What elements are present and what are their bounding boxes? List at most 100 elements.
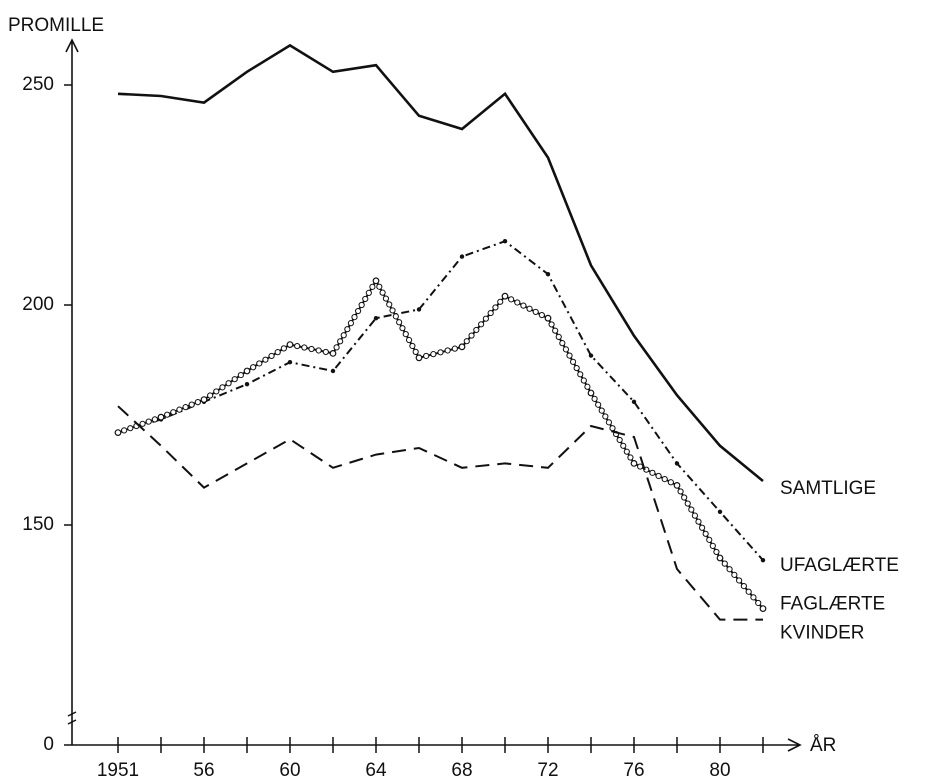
circle-pattern [616, 436, 623, 444]
circle-pattern [520, 302, 527, 309]
circle-pattern [121, 427, 128, 434]
circle-pattern [655, 472, 662, 480]
circle-pattern [322, 348, 329, 356]
point [673, 482, 681, 489]
circle-pattern [392, 313, 399, 320]
circle-pattern [532, 308, 539, 316]
circle-pattern [194, 399, 201, 406]
circle-pattern [430, 351, 437, 358]
y-tick-label: 250 [22, 74, 54, 95]
circle-pattern [709, 542, 716, 550]
circle-pattern [721, 560, 728, 567]
circle-pattern [405, 336, 413, 344]
series-label: KVINDER [780, 623, 864, 644]
circle-pattern [591, 395, 598, 402]
circle-pattern [677, 488, 684, 495]
circle-pattern [280, 345, 287, 352]
x-tick-label: 76 [623, 760, 644, 781]
circle-pattern [580, 377, 587, 384]
circle-pattern [127, 425, 134, 432]
point [759, 605, 767, 612]
circle-pattern [379, 289, 386, 296]
circle-pattern [358, 301, 365, 309]
point [544, 314, 552, 322]
circle-pattern [268, 352, 275, 360]
circle-pattern [340, 332, 347, 339]
circle-pattern [399, 325, 406, 332]
series-line [117, 278, 764, 610]
circle-pattern [145, 418, 152, 425]
y-tick-label: 0 [43, 734, 54, 755]
circle-pattern [637, 463, 644, 470]
circle-pattern [337, 338, 344, 345]
circle-pattern [369, 283, 376, 290]
circle-pattern [602, 413, 609, 420]
circle-pattern [562, 346, 570, 353]
circle-pattern [347, 320, 355, 327]
circle-pattern [623, 448, 630, 455]
x-axis [72, 738, 802, 752]
point [459, 254, 465, 259]
point [329, 350, 337, 357]
x-tick-label: 68 [451, 760, 472, 781]
circle-pattern [333, 344, 340, 351]
circle-pattern [301, 344, 308, 351]
x-tick-label: 60 [279, 760, 300, 781]
circle-pattern [706, 536, 713, 543]
point [760, 558, 766, 563]
circle-pattern [577, 371, 584, 378]
point [717, 509, 723, 514]
circle-pattern [487, 309, 494, 317]
point [200, 396, 208, 404]
x-tick-label: 80 [709, 760, 730, 781]
point [545, 272, 551, 277]
circle-pattern [256, 360, 263, 367]
x-axis-label: ÅR [810, 735, 836, 756]
circle-pattern [609, 425, 616, 432]
circle-pattern [176, 406, 183, 413]
circle-pattern [468, 332, 475, 339]
circle-pattern [437, 349, 444, 356]
circle-pattern [620, 442, 627, 449]
x-tick-label: 56 [193, 760, 214, 781]
circle-pattern [736, 577, 743, 584]
circle-pattern [552, 327, 559, 334]
circle-pattern [559, 340, 566, 347]
y-tick-label: 150 [22, 514, 54, 535]
circle-pattern [382, 295, 390, 302]
circle-pattern [139, 420, 146, 427]
series-line [117, 43, 764, 483]
circle-pattern [595, 401, 602, 408]
circle-pattern [627, 454, 634, 461]
circle-pattern [362, 295, 369, 303]
circle-pattern [555, 333, 562, 340]
point [372, 277, 380, 285]
circle-pattern [598, 407, 605, 414]
circle-pattern [315, 347, 322, 354]
circle-pattern [389, 307, 396, 314]
circle-pattern [750, 594, 757, 601]
circle-pattern [702, 530, 709, 537]
circle-pattern [250, 364, 257, 371]
circle-pattern [344, 326, 351, 333]
circle-pattern [755, 599, 762, 607]
circle-pattern [526, 305, 533, 312]
point [373, 316, 379, 321]
circle-pattern [308, 345, 315, 353]
y-tick-label: 200 [22, 294, 54, 315]
circle-pattern [573, 364, 580, 372]
circle-pattern [726, 566, 733, 573]
circle-pattern [691, 512, 699, 519]
point [287, 360, 293, 365]
circle-pattern [213, 388, 220, 395]
circle-pattern [231, 376, 238, 383]
circle-pattern [569, 358, 577, 365]
circle-pattern [219, 384, 226, 391]
circle-pattern [482, 315, 489, 322]
circle-pattern [225, 380, 232, 387]
series-label: UFAGLÆRTE [780, 555, 899, 576]
series-line [117, 240, 764, 561]
circle-pattern [274, 349, 281, 356]
point [415, 354, 423, 362]
circle-pattern [164, 411, 171, 418]
